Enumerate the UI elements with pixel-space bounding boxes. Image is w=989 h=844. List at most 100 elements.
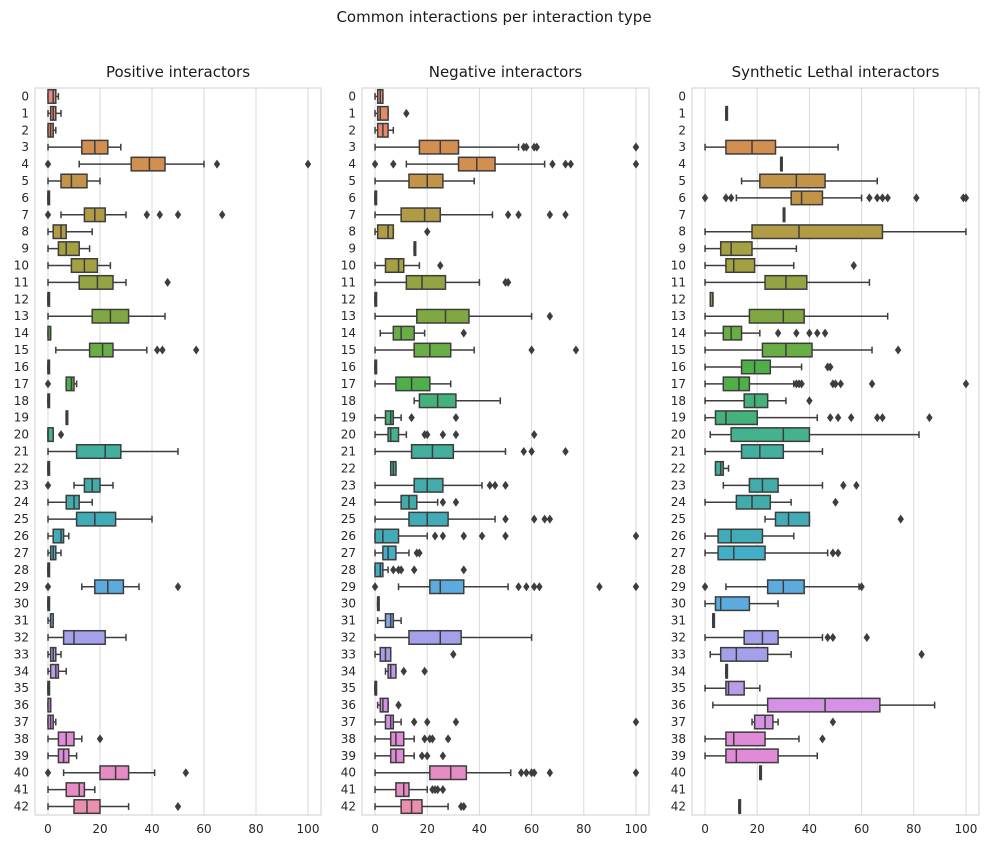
outlier-point <box>853 480 860 490</box>
y-tick-label-7: 7 <box>21 208 29 222</box>
box-iqr <box>52 224 67 240</box>
box-11 <box>704 274 871 290</box>
box-8 <box>704 224 967 240</box>
y-tick-label-0: 0 <box>348 89 356 103</box>
outlier-point <box>439 497 447 507</box>
outlier-point <box>874 193 881 203</box>
box-iqr <box>395 782 410 798</box>
y-tick-label-31: 31 <box>671 614 686 628</box>
box-iqr <box>761 342 813 358</box>
box-5 <box>740 173 878 189</box>
y-tick-label-1: 1 <box>348 106 356 120</box>
box-15 <box>704 342 902 358</box>
box-iqr <box>722 325 743 341</box>
box-iqr <box>725 258 756 274</box>
outlier-point <box>793 328 800 338</box>
box-40 <box>374 765 640 781</box>
box-35 <box>47 680 51 696</box>
outlier-point <box>486 480 494 490</box>
y-tick-label-39: 39 <box>14 749 29 763</box>
y-tick-label-21: 21 <box>14 445 29 459</box>
outlier-point <box>531 768 538 778</box>
box-iqr <box>429 579 465 595</box>
y-tick-label-3: 3 <box>21 140 29 154</box>
box-36 <box>712 697 936 713</box>
box-16 <box>374 359 378 375</box>
outlier-point <box>143 210 150 220</box>
outlier-point <box>517 768 525 778</box>
outlier-point <box>424 717 431 727</box>
outlier-point <box>444 734 452 744</box>
y-tick-label-21: 21 <box>671 445 686 459</box>
box-39 <box>47 748 78 764</box>
outlier-point <box>847 413 855 423</box>
box-13 <box>704 308 889 324</box>
y-tick-label-27: 27 <box>341 546 356 560</box>
box-iqr <box>387 663 397 679</box>
box-28 <box>374 562 467 578</box>
box-41 <box>374 782 447 798</box>
outlier-point <box>439 430 447 440</box>
outlier-point <box>840 480 847 490</box>
outlier-point <box>962 193 970 203</box>
y-tick-label-32: 32 <box>341 630 356 644</box>
box-iqr <box>94 579 125 595</box>
y-tick-label-24: 24 <box>14 495 29 509</box>
outlier-point <box>829 548 837 558</box>
outlier-point <box>460 802 467 812</box>
box-29 <box>44 579 182 595</box>
outlier-point <box>491 480 499 490</box>
box-iqr <box>725 731 766 747</box>
box-iqr <box>387 427 400 443</box>
outlier-point <box>827 413 834 423</box>
outlier-point <box>632 531 640 541</box>
outlier-point <box>884 193 891 203</box>
box-26 <box>47 528 70 544</box>
outlier-point <box>159 345 166 355</box>
box-iqr <box>75 511 117 527</box>
box-iqr <box>725 680 745 696</box>
box-iqr <box>65 494 80 510</box>
y-tick-label-33: 33 <box>671 647 686 661</box>
outlier-point <box>424 227 431 237</box>
outlier-point <box>596 582 603 592</box>
y-tick-label-17: 17 <box>14 377 29 391</box>
outlier-point <box>395 700 402 710</box>
y-tick-label-7: 7 <box>348 208 356 222</box>
outlier-point <box>727 193 735 203</box>
box-iqr <box>382 545 397 561</box>
x-tick-label-100: 100 <box>955 822 978 836</box>
box-iqr <box>418 139 460 155</box>
y-tick-label-20: 20 <box>341 428 356 442</box>
y-tick-label-35: 35 <box>671 681 686 695</box>
box-iqr <box>374 562 384 578</box>
outlier-point <box>193 345 200 355</box>
box-25 <box>47 511 153 527</box>
box-iqr <box>99 765 130 781</box>
x-tick-label-80: 80 <box>906 822 921 836</box>
y-tick-label-4: 4 <box>21 157 29 171</box>
box-34 <box>725 663 729 679</box>
y-tick-label-30: 30 <box>341 597 356 611</box>
box-7 <box>374 207 569 223</box>
y-tick-label-12: 12 <box>671 292 686 306</box>
box-29 <box>371 579 640 595</box>
panel-title: Negative interactors <box>429 63 583 81</box>
outlier-point <box>410 565 418 575</box>
box-iqr <box>740 359 772 375</box>
box-iqr <box>60 173 88 189</box>
box-12 <box>709 291 714 307</box>
y-tick-label-34: 34 <box>14 664 29 678</box>
box-iqr <box>725 748 779 764</box>
outlier-point <box>798 379 805 389</box>
box-23 <box>722 477 860 493</box>
y-tick-label-18: 18 <box>671 394 686 408</box>
outlier-point <box>632 582 640 592</box>
x-tick-label-0: 0 <box>371 822 379 836</box>
box-13 <box>374 308 554 324</box>
y-tick-label-11: 11 <box>671 275 686 289</box>
y-tick-label-36: 36 <box>14 698 29 712</box>
box-12 <box>47 291 51 307</box>
y-tick-label-27: 27 <box>671 546 686 560</box>
x-tick-label-20: 20 <box>420 822 435 836</box>
